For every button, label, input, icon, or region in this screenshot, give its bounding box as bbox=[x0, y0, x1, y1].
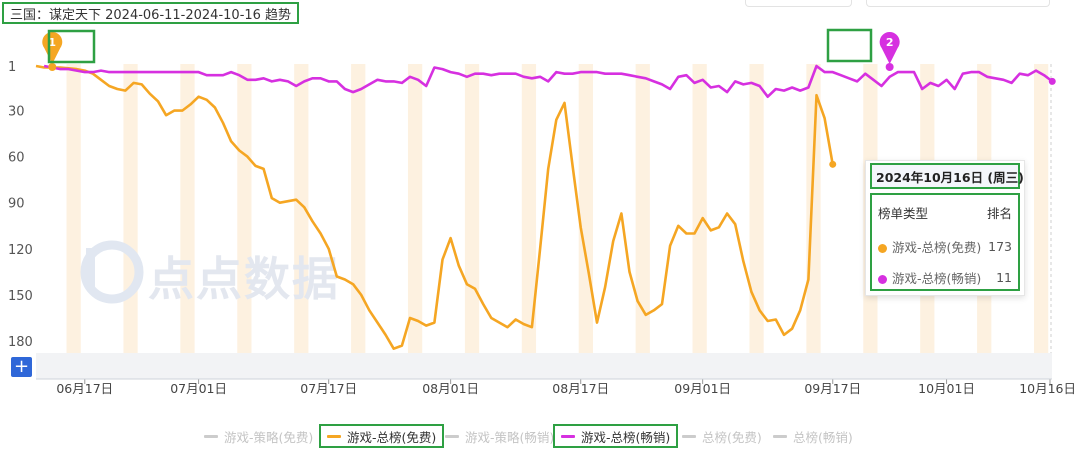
series-line-1 bbox=[43, 64, 1054, 98]
weekend-band bbox=[692, 64, 707, 353]
y-tick-label: 120 bbox=[8, 243, 33, 258]
tooltip-col-rank: 排名 bbox=[986, 206, 1012, 221]
series-lines bbox=[35, 64, 1056, 351]
marker-highlight-2 bbox=[826, 28, 873, 63]
series-dot-icon bbox=[878, 244, 887, 253]
marker-pin-icon bbox=[42, 32, 63, 64]
weekend-band bbox=[66, 64, 81, 353]
weekend-band bbox=[351, 64, 366, 353]
x-tick-label: 06月17日 bbox=[56, 381, 113, 396]
weekend-band bbox=[294, 64, 309, 353]
x-tick-label: 09月01日 bbox=[674, 381, 731, 396]
x-tick-label: 08月01日 bbox=[422, 381, 479, 396]
weekend-band bbox=[1033, 64, 1049, 353]
y-tick-label: 30 bbox=[8, 105, 25, 120]
y-tick-label: 1 bbox=[8, 60, 16, 75]
y-tick-label: 150 bbox=[8, 289, 33, 304]
series-end-point bbox=[829, 160, 837, 168]
legend-swatch-icon bbox=[773, 434, 787, 438]
legend-item-total-free[interactable]: 游戏-总榜(免费) bbox=[319, 424, 445, 448]
y-axis: 1 30 60 90 120 150 180 bbox=[8, 60, 33, 350]
tooltip-row: 游戏-总榜(免费) 173 bbox=[878, 237, 1012, 256]
marker-point bbox=[48, 63, 57, 71]
x-tick-label: 07月01日 bbox=[170, 381, 227, 396]
legend-swatch-icon bbox=[682, 434, 696, 438]
chart-title-text: 三国：谋定天下 2024-06-11-2024-10-16 趋势 bbox=[10, 7, 292, 23]
legend-item-overall-paid[interactable]: 总榜(畅销) bbox=[773, 424, 853, 448]
weekend-band bbox=[123, 64, 138, 353]
tooltip-body: 榜单类型 排名 游戏-总榜(免费) 173 游戏-总榜(畅销) 11 bbox=[870, 193, 1020, 291]
marker-label: 1 bbox=[48, 36, 56, 49]
header-control-right[interactable] bbox=[866, 0, 1050, 7]
weekend-band bbox=[237, 64, 252, 353]
weekend-band bbox=[407, 64, 423, 353]
add-series-button[interactable]: + bbox=[11, 357, 32, 377]
weekend-band bbox=[806, 64, 821, 353]
tooltip-row-value: 173 bbox=[988, 239, 1012, 254]
weekend-band bbox=[749, 64, 764, 353]
series-end-point bbox=[1048, 77, 1056, 85]
x-tick-label: 10月01日 bbox=[918, 381, 975, 396]
x-tick-label: 09月17日 bbox=[804, 381, 861, 396]
weekend-band bbox=[180, 64, 195, 353]
legend-item-strategy-paid[interactable]: 游戏-策略(畅销) bbox=[445, 424, 554, 448]
chart-title: 三国：谋定天下 2024-06-11-2024-10-16 趋势 bbox=[2, 2, 300, 24]
marker-highlight-1 bbox=[47, 29, 96, 64]
tooltip-col-type: 榜单类型 bbox=[878, 206, 929, 221]
weekend-bands bbox=[66, 64, 1049, 353]
x-tick-label: 10月16日 bbox=[1019, 381, 1076, 396]
chart-legend: 游戏-策略(免费) 游戏-总榜(免费) 游戏-策略(畅销) 游戏-总榜(畅销) … bbox=[0, 424, 1080, 448]
legend-item-strategy-free[interactable]: 游戏-策略(免费) bbox=[204, 424, 313, 448]
weekend-band bbox=[578, 64, 593, 353]
header-control-left[interactable] bbox=[745, 0, 852, 7]
legend-swatch-icon bbox=[327, 434, 341, 438]
x-axis: 06月17日 07月01日 07月17日 08月01日 08月17日 09月01日 09月1… bbox=[36, 378, 1076, 396]
y-tick-label: 60 bbox=[8, 151, 25, 166]
watermark: 点点数据 bbox=[148, 252, 340, 306]
weekend-band bbox=[521, 64, 537, 353]
legend-swatch-icon bbox=[204, 434, 218, 438]
plot-bottom-band bbox=[36, 353, 1052, 379]
x-tick-label: 08月17日 bbox=[552, 381, 609, 396]
y-tick-label: 90 bbox=[8, 197, 25, 212]
weekend-band bbox=[635, 64, 650, 353]
series-dot-icon bbox=[878, 275, 887, 284]
tooltip-date: 2024年10月16日 (周三) bbox=[870, 163, 1024, 189]
legend-swatch-icon bbox=[445, 434, 459, 438]
marker-pin-icon bbox=[879, 32, 900, 64]
marker-label: 2 bbox=[886, 36, 894, 49]
tooltip-header-row: 榜单类型 排名 bbox=[878, 203, 1012, 222]
watermark-logo-icon bbox=[80, 240, 144, 304]
weekend-band bbox=[464, 64, 480, 353]
legend-item-overall-free[interactable]: 总榜(免费) bbox=[682, 424, 762, 448]
data-tooltip: 2024年10月16日 (周三) 榜单类型 排名 游戏-总榜(免费) 173 游… bbox=[865, 160, 1025, 296]
legend-swatch-icon bbox=[561, 434, 575, 438]
tooltip-row-name: 游戏-总榜(免费) bbox=[892, 240, 982, 255]
series-line-0 bbox=[35, 64, 834, 351]
marker-point bbox=[885, 63, 894, 71]
tooltip-row-value: 11 bbox=[996, 270, 1012, 285]
trend-chart: 点点数据 1 30 60 90 120 150 180 06月17日 07月01日 07月17日… bbox=[8, 28, 1076, 396]
y-tick-label: 180 bbox=[8, 335, 33, 350]
tooltip-row: 游戏-总榜(畅销) 11 bbox=[878, 268, 1012, 287]
tooltip-row-name: 游戏-总榜(畅销) bbox=[892, 271, 982, 286]
x-tick-label: 07月17日 bbox=[300, 381, 357, 396]
legend-item-total-paid[interactable]: 游戏-总榜(畅销) bbox=[553, 424, 679, 448]
